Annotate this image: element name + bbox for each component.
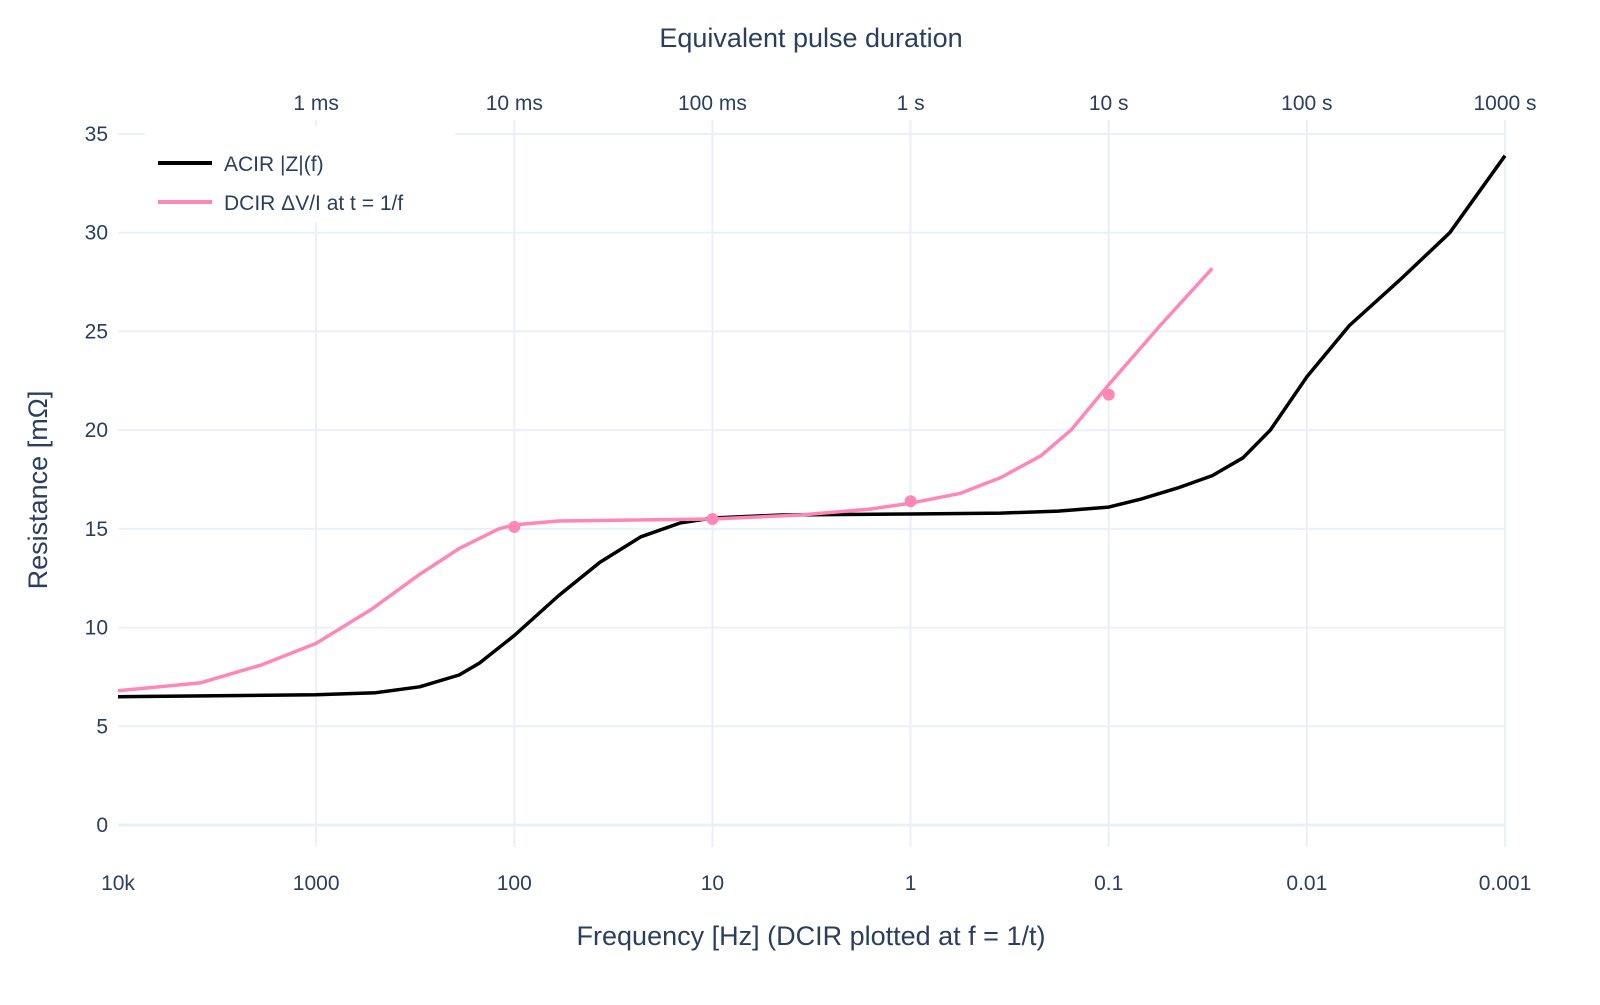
dcir-marker: [1102, 388, 1115, 401]
x2-tick-label: 100 s: [1281, 92, 1332, 115]
legend-label-dcir: DCIR ΔV/I at t = 1/f: [224, 192, 403, 215]
y-axis-title: Resistance [mΩ]: [23, 391, 53, 590]
x-tick-label: 0.1: [1094, 872, 1123, 895]
y-tick-label: 15: [85, 518, 108, 541]
dcir-marker: [706, 512, 719, 525]
series-lines: [117, 154, 1507, 699]
legend-background: [145, 126, 455, 222]
x-tick-label: 100: [497, 872, 532, 895]
x2-tick-label: 100 ms: [678, 92, 747, 115]
y-tick-label: 10: [85, 617, 108, 640]
x2-tick-label: 1000 s: [1473, 92, 1536, 115]
y-tick-label: 0: [96, 814, 108, 837]
x2-tick-label: 10 ms: [486, 92, 543, 115]
legend: ACIR |Z|(f) DCIR ΔV/I at t = 1/f: [145, 126, 455, 222]
x2-tick-label: 1 s: [897, 92, 925, 115]
x-tick-label: 1000: [293, 872, 340, 895]
legend-label-acir: ACIR |Z|(f): [224, 153, 324, 176]
x-tick-label: 0.01: [1286, 872, 1327, 895]
acir-line: [117, 154, 1507, 699]
dcir-marker: [508, 520, 521, 533]
grid: [118, 120, 1506, 847]
x2-tick-label: 1 ms: [293, 92, 339, 115]
x-tick-label: 10k: [101, 872, 135, 895]
x-tick-label: 1: [905, 872, 917, 895]
y-tick-label: 35: [85, 123, 108, 146]
x2-tick-label: 10 s: [1089, 92, 1129, 115]
dcir-marker: [904, 495, 917, 508]
x2-axis-title: Equivalent pulse duration: [659, 23, 962, 53]
x-tick-label: 10: [701, 872, 724, 895]
y-tick-label: 25: [85, 320, 108, 343]
x-axis-title: Frequency [Hz] (DCIR plotted at f = 1/t): [577, 921, 1046, 951]
y-tick-label: 30: [85, 222, 108, 245]
y-tick-label: 5: [96, 715, 108, 738]
y-tick-label: 20: [85, 419, 108, 442]
x-tick-label: 0.001: [1479, 872, 1532, 895]
